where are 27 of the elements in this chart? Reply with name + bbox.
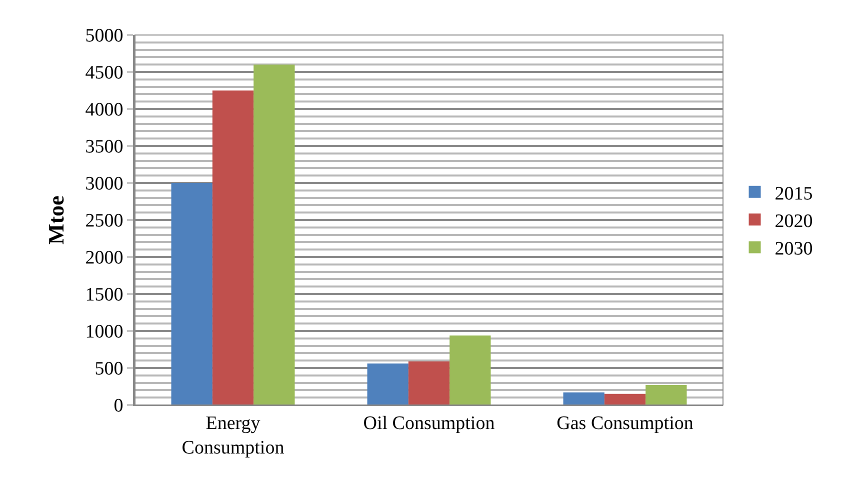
legend-label: 2030	[774, 238, 813, 260]
bar	[563, 392, 604, 405]
y-tick-label: 2000	[85, 248, 124, 269]
y-tick-label: 2500	[85, 210, 124, 232]
bar	[212, 90, 254, 405]
bar	[367, 364, 408, 405]
y-tick-label: 4500	[85, 62, 124, 84]
x-tick-label: Gas Consumption	[556, 412, 694, 434]
y-tick-label: 1500	[85, 284, 124, 306]
y-tick-label: 0	[114, 396, 124, 417]
y-tick-label: 1000	[85, 322, 124, 343]
bar	[408, 361, 450, 405]
y-tick-label: 500	[94, 358, 124, 380]
x-tick-label: Energy Consumption	[182, 412, 285, 458]
x-tick-label: Oil Consumption	[363, 412, 496, 434]
y-tick-label: 3500	[85, 136, 124, 158]
legend-label: 2020	[774, 210, 813, 232]
bar	[171, 183, 212, 405]
y-axis-title: Mtoe	[44, 195, 68, 244]
bar	[450, 335, 491, 405]
legend-label: 2015	[774, 183, 813, 204]
y-tick-label: 4000	[85, 100, 124, 121]
y-tick-label: 3000	[85, 174, 124, 195]
bar	[254, 64, 295, 405]
bar	[604, 394, 646, 405]
y-tick-label: 5000	[85, 26, 124, 47]
bar	[646, 385, 687, 405]
